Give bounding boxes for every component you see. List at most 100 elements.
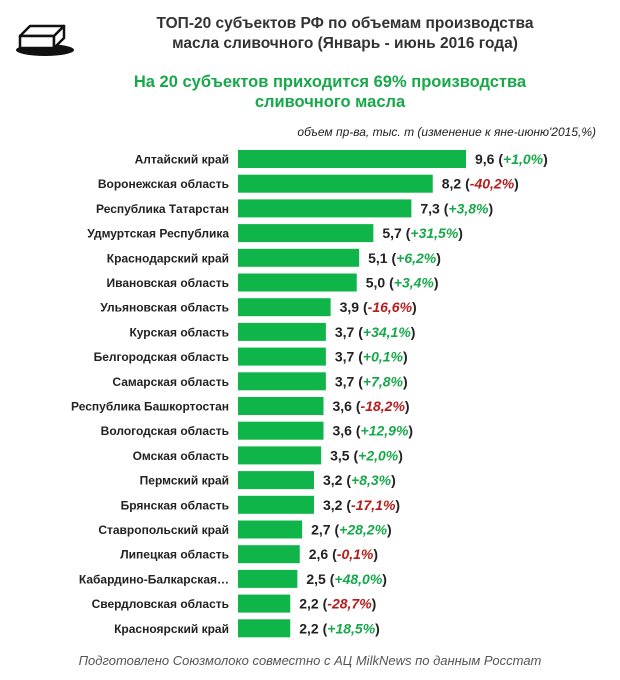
change-open-paren: ( xyxy=(461,176,470,192)
value-label: 3,7 (+34,1%) xyxy=(335,324,416,340)
change-percent: -16,6% xyxy=(368,299,413,315)
change-open-paren: ( xyxy=(402,225,411,241)
bar xyxy=(238,520,303,539)
category-label: Краснодарский край xyxy=(107,251,229,265)
category-label: Республика Башкортостан xyxy=(71,400,229,414)
change-percent: -17,1% xyxy=(351,497,396,513)
bar xyxy=(238,446,322,465)
change-percent: -28,7% xyxy=(327,596,372,612)
value-number: 3,7 xyxy=(335,373,355,389)
change-open-paren: ( xyxy=(326,571,335,587)
change-percent: +0,1% xyxy=(363,349,404,365)
category-label: Курская область xyxy=(129,325,229,339)
chart-title-line-2: масла сливочного (Январь - июнь 2016 год… xyxy=(172,35,518,52)
category-label: Брянская область xyxy=(121,498,229,512)
change-open-paren: ( xyxy=(385,275,394,291)
value-label: 7,3 (+3,8%) xyxy=(420,200,493,216)
bar xyxy=(238,248,360,267)
change-close-paren: ) xyxy=(398,447,403,463)
bar xyxy=(238,471,314,490)
category-label: Белгородская область xyxy=(94,350,229,364)
butter-block-icon xyxy=(16,24,74,56)
value-label: 2,7 (+28,2%) xyxy=(311,522,392,538)
change-open-paren: ( xyxy=(352,398,361,414)
change-percent: +7,8% xyxy=(363,373,404,389)
change-percent: -40,2% xyxy=(470,176,515,192)
bar xyxy=(238,347,326,366)
change-open-paren: ( xyxy=(342,497,351,513)
value-label: 3,5 (+2,0%) xyxy=(330,447,403,463)
value-number: 2,6 xyxy=(309,546,329,562)
change-open-paren: ( xyxy=(328,546,337,562)
change-percent: +31,5% xyxy=(410,225,458,241)
change-close-paren: ) xyxy=(412,299,417,315)
value-label: 2,6 (-0,1%) xyxy=(309,546,378,562)
category-label: Пермский край xyxy=(140,474,229,488)
change-percent: +12,9% xyxy=(361,423,409,439)
value-number: 3,2 xyxy=(323,472,343,488)
category-label: Свердловская область xyxy=(92,597,229,611)
category-label: Омская область xyxy=(133,449,229,463)
value-number: 9,6 xyxy=(475,151,495,167)
change-close-paren: ) xyxy=(403,373,408,389)
change-percent: +3,4% xyxy=(394,275,435,291)
change-open-paren: ( xyxy=(319,620,328,636)
category-label: Кабардино-Балкарская… xyxy=(79,572,229,586)
bar xyxy=(238,224,374,243)
category-label: Вологодская область xyxy=(101,424,229,438)
change-close-paren: ) xyxy=(403,349,408,365)
value-number: 3,9 xyxy=(340,299,360,315)
bar xyxy=(238,495,314,514)
change-percent: +2,0% xyxy=(358,447,399,463)
category-label: Красноярский край xyxy=(114,622,229,636)
bar xyxy=(238,594,291,613)
bar xyxy=(238,619,291,638)
change-open-paren: ( xyxy=(319,596,328,612)
category-label: Ивановская область xyxy=(106,276,229,290)
value-label: 2,2 (+18,5%) xyxy=(299,620,380,636)
change-percent: +28,2% xyxy=(339,522,387,538)
change-close-paren: ) xyxy=(375,620,380,636)
bar xyxy=(238,174,433,193)
change-percent: -0,1% xyxy=(337,546,374,562)
change-open-paren: ( xyxy=(388,250,397,266)
change-open-paren: ( xyxy=(359,299,368,315)
change-percent: +18,5% xyxy=(327,620,375,636)
change-percent: +1,0% xyxy=(503,151,544,167)
units-note: объем пр-ва, тыс. т (изменение к яне-июн… xyxy=(297,125,596,139)
change-close-paren: ) xyxy=(543,151,548,167)
change-percent: +6,2% xyxy=(396,250,437,266)
bar xyxy=(238,150,466,168)
bar xyxy=(238,298,331,317)
change-open-paren: ( xyxy=(354,349,363,365)
change-close-paren: ) xyxy=(411,324,416,340)
change-close-paren: ) xyxy=(382,571,387,587)
value-label: 3,9 (-16,6%) xyxy=(340,299,417,315)
value-number: 2,5 xyxy=(306,571,326,587)
bar xyxy=(238,322,326,341)
value-number: 5,1 xyxy=(368,250,388,266)
value-number: 2,2 xyxy=(299,620,319,636)
category-label: Ульяновская область xyxy=(100,301,229,315)
change-close-paren: ) xyxy=(387,522,392,538)
bar xyxy=(238,372,326,391)
bar xyxy=(238,421,324,440)
change-open-paren: ( xyxy=(350,447,359,463)
value-label: 3,6 (-18,2%) xyxy=(333,398,410,414)
value-label: 2,5 (+48,0%) xyxy=(306,571,387,587)
category-label: Алтайский край xyxy=(135,153,229,167)
value-label: 5,7 (+31,5%) xyxy=(382,225,463,241)
category-label: Самарская область xyxy=(112,375,229,389)
change-close-paren: ) xyxy=(405,398,410,414)
value-label: 2,2 (-28,7%) xyxy=(299,596,376,612)
bar xyxy=(238,545,300,564)
change-open-paren: ( xyxy=(342,472,351,488)
change-open-paren: ( xyxy=(331,522,340,538)
value-number: 3,6 xyxy=(333,398,353,414)
change-open-paren: ( xyxy=(440,200,449,216)
chart-subtitle-line-1: На 20 субъектов приходится 69% производс… xyxy=(133,73,527,91)
change-percent: +34,1% xyxy=(363,324,411,340)
value-number: 3,2 xyxy=(323,497,343,513)
change-percent: +3,8% xyxy=(448,200,489,216)
